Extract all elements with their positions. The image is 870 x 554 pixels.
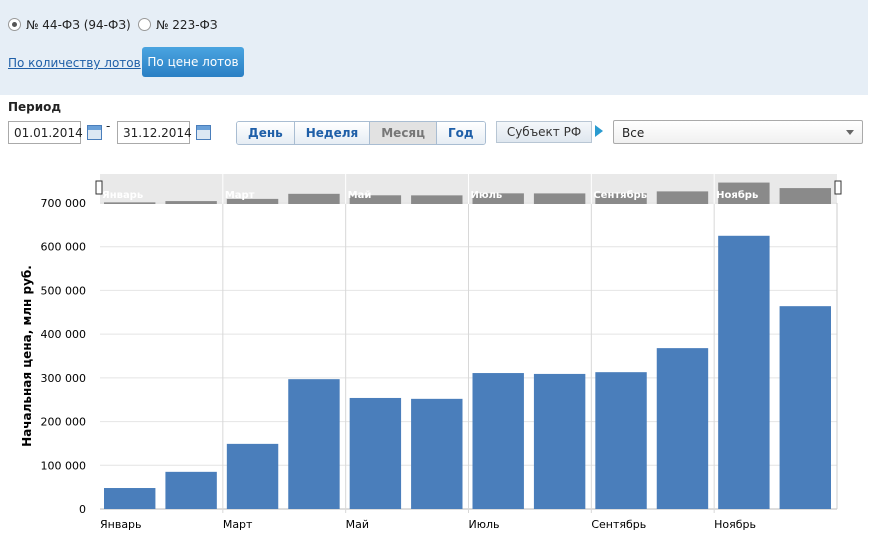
x-tick-label: Январь xyxy=(100,518,142,531)
mini-bar xyxy=(595,193,647,204)
chart: Начальная цена, млн руб. 0 100 000 200 000… xyxy=(20,174,842,531)
mini-bar xyxy=(533,193,586,204)
date-separator: - xyxy=(106,119,111,133)
x-tick-label: Март xyxy=(223,518,253,531)
mini-bar xyxy=(288,193,340,204)
mini-bar xyxy=(226,198,279,204)
bar xyxy=(165,471,217,509)
calendar-icon[interactable] xyxy=(196,125,211,140)
navigator-label: Сентябрь xyxy=(593,189,647,201)
filter-panel: № 44-ФЗ (94-ФЗ) № 223-ФЗ По количеству л… xyxy=(0,0,868,95)
bar xyxy=(104,488,156,509)
bar xyxy=(595,372,647,509)
navigator-handle[interactable] xyxy=(834,180,842,195)
granularity-week[interactable]: Неделя xyxy=(294,122,371,144)
y-tick-label: 700 000 xyxy=(41,197,87,210)
x-tick-label: Июль xyxy=(469,518,500,531)
bar xyxy=(718,235,770,509)
date-from[interactable]: 01.01.2014 xyxy=(8,121,83,144)
mode-link[interactable]: По количеству лотов xyxy=(8,56,141,70)
y-axis-title: Начальная цена, млн руб. xyxy=(20,265,34,447)
mode-button[interactable]: По цене лотов xyxy=(142,47,244,77)
mini-bar xyxy=(165,201,217,204)
navigator-label: Май xyxy=(348,190,372,201)
bar xyxy=(288,379,340,509)
mini-bar xyxy=(104,202,156,204)
x-tick-label: Ноябрь xyxy=(714,518,756,531)
granularity-year[interactable]: Год xyxy=(437,122,485,144)
radio-223[interactable] xyxy=(138,18,151,31)
region-select[interactable]: Все xyxy=(613,120,863,144)
y-tick-label: 100 000 xyxy=(41,459,87,472)
y-tick-label: 600 000 xyxy=(41,241,87,254)
radio-44[interactable] xyxy=(8,18,21,31)
mini-bar xyxy=(718,182,770,204)
navigator-label: Март xyxy=(225,190,255,201)
navigator-label: Январь xyxy=(102,190,143,201)
navigator-label: Июль xyxy=(471,190,503,201)
x-tick-label: Май xyxy=(346,518,369,531)
mini-bar xyxy=(349,195,402,204)
bar xyxy=(533,373,586,509)
granularity-day[interactable]: День xyxy=(237,122,295,144)
date-to[interactable]: 31.12.2014 xyxy=(117,121,192,144)
granularity-group: День Неделя Месяц Год xyxy=(236,121,486,145)
bar xyxy=(656,348,709,509)
y-tick-label: 500 000 xyxy=(41,284,87,297)
radio-label[interactable]: № 44-ФЗ (94-ФЗ) xyxy=(26,18,131,32)
bar xyxy=(226,443,279,509)
bar xyxy=(411,398,463,509)
y-tick-label: 0 xyxy=(79,503,86,516)
y-tick-label: 200 000 xyxy=(41,416,87,429)
region-button[interactable]: Субъект РФ xyxy=(496,121,592,143)
navigator-handle[interactable] xyxy=(95,180,103,195)
mini-bar xyxy=(656,191,709,204)
y-tick-label: 400 000 xyxy=(41,328,87,341)
y-tick-label: 300 000 xyxy=(41,372,87,385)
radio-label[interactable]: № 223-ФЗ xyxy=(156,18,218,32)
mini-bar xyxy=(472,193,524,204)
bar xyxy=(349,397,402,509)
bar xyxy=(472,373,524,509)
period-label: Период xyxy=(8,100,62,114)
calendar-icon[interactable] xyxy=(87,125,102,140)
x-tick-label: Сентябрь xyxy=(591,518,646,531)
select-arrow xyxy=(846,130,854,135)
bar xyxy=(779,306,831,509)
granularity-month[interactable]: Месяц xyxy=(370,122,438,144)
navigator-label: Ноябрь xyxy=(716,189,758,201)
region-arrow xyxy=(595,125,603,137)
mini-bar xyxy=(411,195,463,204)
mini-bar xyxy=(779,188,831,204)
